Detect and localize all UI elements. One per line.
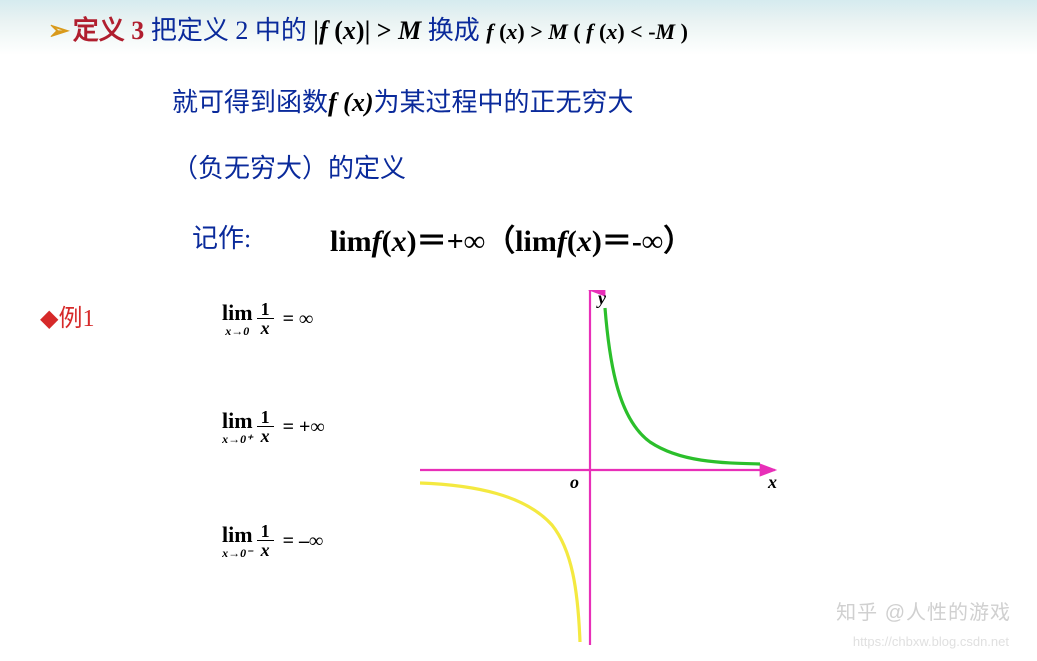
notation-label: 记作: — [192, 218, 251, 255]
graph: o x y — [420, 290, 790, 650]
new-condition: f (x) > M ( f (x) < -M ) — [486, 19, 688, 44]
curve-positive — [605, 308, 760, 464]
slide-content: ➢定义 3 把定义 2 中的 |f (x)| > M 换成 f (x) > M … — [0, 0, 1037, 661]
x-label: x — [767, 472, 777, 492]
watermark-csdn: https://chbxw.blog.csdn.net — [853, 634, 1009, 649]
example-label: ◆例1 — [40, 298, 94, 333]
limit-equation: limx→0⁻1x = –∞ — [222, 522, 323, 561]
arrow-bullet-icon: ➢ — [48, 15, 70, 45]
notation-formula: limf(x)＝+∞（limf(x)＝-∞） — [330, 216, 693, 260]
watermark-zhihu: 知乎 @人性的游戏 — [836, 596, 1011, 625]
def-text-a: 把定义 2 中的 — [144, 16, 313, 45]
def-text-b: 换成 — [421, 16, 486, 45]
lim-1: lim — [330, 225, 372, 258]
lim-2: lim — [515, 225, 557, 258]
line2-post: 为某过程中的正无穷大 — [374, 88, 634, 117]
old-condition: |f (x)| > M — [313, 16, 421, 45]
diamond-icon: ◆ — [40, 305, 58, 332]
definition-line-2: 就可得到函数f (x)为某过程中的正无穷大 — [172, 82, 634, 119]
curve-negative — [420, 483, 580, 642]
origin-label: o — [570, 472, 579, 492]
example-text: 例1 — [58, 306, 94, 332]
definition-line-3: （负无穷大）的定义 — [172, 148, 406, 185]
limit-equation: limx→01x = ∞ — [222, 300, 313, 339]
definition-line-1: ➢定义 3 把定义 2 中的 |f (x)| > M 换成 f (x) > M … — [48, 10, 688, 47]
definition-label: 定义 3 — [73, 16, 145, 45]
line2-fx: f (x) — [328, 88, 373, 117]
y-label: y — [596, 290, 607, 308]
line2-pre: 就可得到函数 — [172, 88, 328, 117]
limit-equation: limx→0⁺1x = +∞ — [222, 408, 325, 447]
